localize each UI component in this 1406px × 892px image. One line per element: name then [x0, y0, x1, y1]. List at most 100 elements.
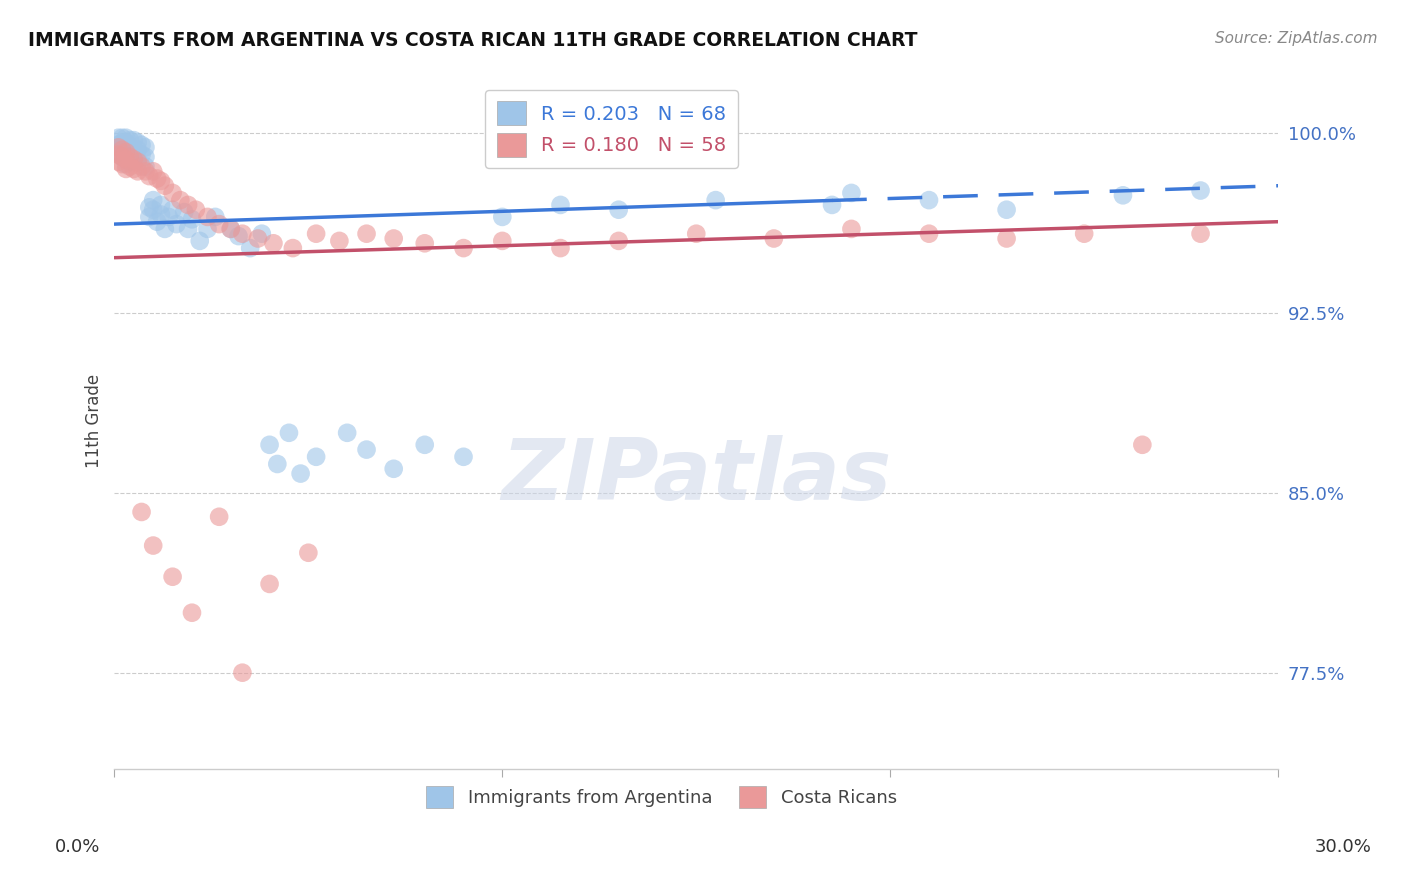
Point	[382, 462, 405, 476]
Point	[297, 546, 319, 560]
Point	[118, 147, 141, 161]
Point	[262, 236, 284, 251]
Y-axis label: 11th Grade: 11th Grade	[86, 374, 103, 468]
Point	[127, 143, 149, 157]
Point	[266, 457, 288, 471]
Point	[550, 198, 572, 212]
Point	[134, 160, 156, 174]
Point	[208, 217, 231, 231]
Point	[305, 450, 328, 464]
Point	[107, 145, 129, 160]
Point	[356, 442, 378, 457]
Point	[138, 200, 160, 214]
Point	[177, 198, 200, 212]
Point	[918, 227, 941, 241]
Point	[127, 136, 149, 150]
Point	[131, 137, 153, 152]
Point	[259, 438, 281, 452]
Point	[111, 150, 134, 164]
Point	[356, 227, 378, 241]
Point	[239, 241, 262, 255]
Point	[111, 157, 134, 171]
Point	[841, 186, 863, 200]
Point	[134, 150, 156, 164]
Point	[336, 425, 359, 440]
Point	[250, 227, 273, 241]
Point	[142, 202, 165, 217]
Point	[111, 130, 134, 145]
Point	[918, 193, 941, 207]
Point	[122, 143, 145, 157]
Point	[1130, 438, 1153, 452]
Point	[290, 467, 312, 481]
Point	[115, 153, 138, 167]
Point	[142, 539, 165, 553]
Point	[142, 193, 165, 207]
Point	[1189, 227, 1212, 241]
Point	[607, 234, 630, 248]
Text: 30.0%: 30.0%	[1315, 838, 1371, 855]
Point	[169, 193, 191, 207]
Point	[821, 198, 844, 212]
Point	[278, 425, 301, 440]
Point	[142, 164, 165, 178]
Point	[153, 222, 176, 236]
Point	[138, 210, 160, 224]
Point	[111, 143, 134, 157]
Text: IMMIGRANTS FROM ARGENTINA VS COSTA RICAN 11TH GRADE CORRELATION CHART: IMMIGRANTS FROM ARGENTINA VS COSTA RICAN…	[28, 31, 918, 50]
Point	[149, 207, 172, 221]
Point	[841, 222, 863, 236]
Point	[122, 133, 145, 147]
Point	[122, 153, 145, 167]
Point	[231, 665, 253, 680]
Point	[219, 222, 242, 236]
Point	[197, 210, 219, 224]
Point	[328, 234, 350, 248]
Point	[231, 227, 253, 241]
Point	[118, 133, 141, 147]
Point	[181, 606, 204, 620]
Point	[127, 154, 149, 169]
Point	[162, 202, 184, 217]
Point	[1112, 188, 1135, 202]
Point	[115, 161, 138, 176]
Point	[181, 212, 204, 227]
Point	[995, 231, 1018, 245]
Point	[157, 210, 180, 224]
Point	[134, 140, 156, 154]
Point	[491, 234, 513, 248]
Point	[259, 577, 281, 591]
Point	[413, 438, 436, 452]
Point	[138, 169, 160, 183]
Point	[1073, 227, 1095, 241]
Point	[115, 157, 138, 171]
Point	[115, 147, 138, 161]
Point	[122, 161, 145, 176]
Point	[107, 154, 129, 169]
Point	[162, 186, 184, 200]
Point	[118, 154, 141, 169]
Point	[115, 140, 138, 154]
Point	[115, 130, 138, 145]
Point	[127, 153, 149, 167]
Point	[197, 222, 219, 236]
Text: ZIPatlas: ZIPatlas	[501, 435, 891, 518]
Point	[246, 231, 269, 245]
Point	[149, 174, 172, 188]
Point	[107, 140, 129, 154]
Point	[107, 130, 129, 145]
Point	[118, 140, 141, 154]
Point	[184, 202, 207, 217]
Point	[153, 178, 176, 193]
Point	[115, 136, 138, 150]
Point	[305, 227, 328, 241]
Point	[131, 160, 153, 174]
Point	[281, 241, 304, 255]
Point	[704, 193, 727, 207]
Point	[115, 145, 138, 160]
Text: Source: ZipAtlas.com: Source: ZipAtlas.com	[1215, 31, 1378, 46]
Point	[111, 140, 134, 154]
Point	[1189, 184, 1212, 198]
Point	[685, 227, 707, 241]
Point	[118, 160, 141, 174]
